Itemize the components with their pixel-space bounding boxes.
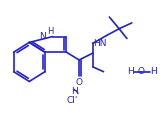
Text: HN: HN	[93, 39, 106, 48]
Text: O: O	[76, 78, 82, 87]
Text: Cl': Cl'	[66, 97, 78, 105]
Text: H: H	[48, 27, 54, 36]
Text: H: H	[127, 67, 134, 76]
Text: O: O	[137, 67, 144, 76]
Text: H: H	[71, 87, 78, 96]
Text: H: H	[150, 67, 157, 76]
Text: N: N	[40, 32, 46, 41]
